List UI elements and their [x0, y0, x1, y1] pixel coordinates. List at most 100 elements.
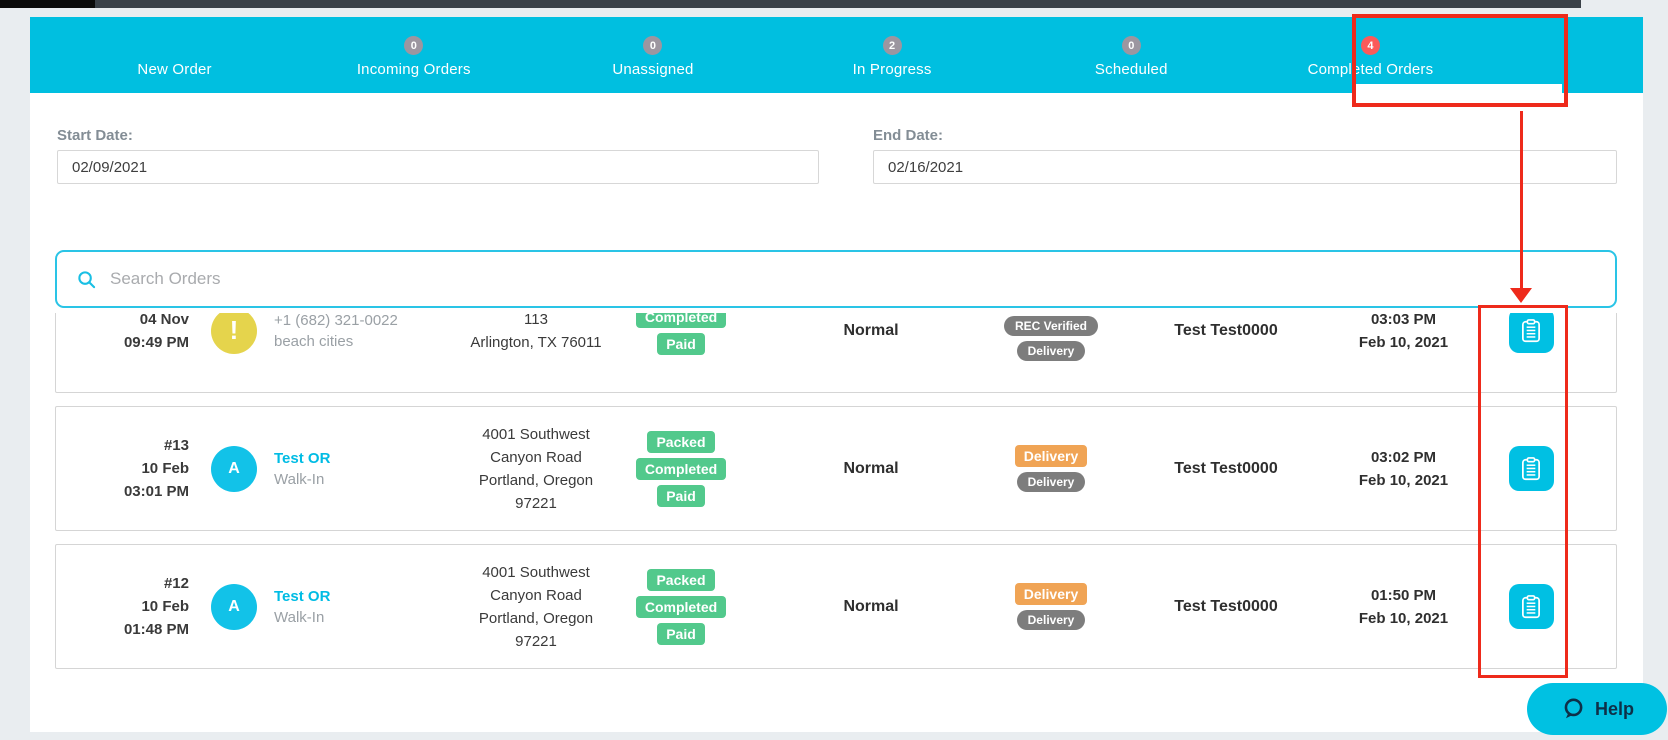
status-badge: Completed [635, 457, 727, 480]
customer-name[interactable]: Test OR [274, 587, 331, 605]
address-line: Portland, Oregon [478, 609, 594, 627]
order-tabs-bar: New Order 0 Incoming Orders 0 Unassigned… [30, 17, 1643, 93]
completed-date: Feb 10, 2021 [1358, 333, 1449, 351]
completed-orders-list: 04 Nov 09:49 PM ! +1 (682) 321-0022 beac… [55, 313, 1617, 669]
order-time: 03:01 PM [123, 483, 189, 500]
customer-subtitle: beach cities [274, 332, 354, 350]
start-date-input[interactable] [57, 150, 819, 184]
tab-badge: 4 [1360, 36, 1380, 55]
tab-completed-orders[interactable]: 4 Completed Orders [1251, 17, 1490, 93]
alert-avatar: ! [211, 313, 257, 354]
priority-cell: Normal [843, 459, 899, 477]
status-cell: Completed Paid [606, 313, 756, 392]
order-details-button[interactable] [1508, 584, 1554, 629]
clipboard-icon [1522, 318, 1540, 342]
order-details-button[interactable] [1508, 446, 1554, 491]
tags-cell: Delivery Delivery [976, 407, 1126, 530]
tab-badge: 2 [882, 36, 902, 55]
tab-label: Scheduled [1094, 61, 1168, 78]
help-button[interactable]: Help [1527, 683, 1667, 735]
customer-avatar: A [211, 445, 257, 492]
address-line: 4001 Southwest [482, 563, 590, 581]
action-cell [1486, 407, 1576, 530]
order-row: #13 10 Feb 03:01 PM A Test OR Walk-In 40… [55, 406, 1617, 531]
clipboard-icon [1522, 456, 1540, 480]
driver-cell: Test Test0000 [1174, 597, 1278, 615]
status-badge: Completed [635, 595, 727, 618]
status-badge: Packed [647, 568, 715, 591]
tag-pill: Delivery [1016, 472, 1086, 492]
address-cell: 4001 Southwest Canyon Road Portland, Ore… [436, 545, 636, 668]
active-tab-underline [1354, 84, 1562, 93]
order-row: 04 Nov 09:49 PM ! +1 (682) 321-0022 beac… [55, 313, 1617, 393]
status-badge: Packed [647, 430, 715, 453]
annotation-rect-action-column [1478, 305, 1568, 678]
tag-pill: Delivery [1016, 610, 1086, 630]
address-line: Portland, Oregon [478, 471, 594, 489]
tabs-container: New Order 0 Incoming Orders 0 Unassigned… [55, 17, 1490, 93]
tab-new-order[interactable]: New Order [55, 17, 294, 93]
address-line: Canyon Road [490, 448, 582, 466]
status-badge: Completed [635, 313, 727, 328]
delivery-badge: Delivery [1014, 583, 1088, 605]
address-line: Canyon Road [490, 586, 582, 604]
tab-badge: 0 [404, 36, 424, 55]
tab-in-progress[interactable]: 2 In Progress [773, 17, 1012, 93]
order-date-cell: 04 Nov 09:49 PM [64, 313, 189, 392]
address-cell: 4001 Southwest Canyon Road Portland, Ore… [436, 407, 636, 530]
action-cell [1486, 313, 1576, 392]
customer-name[interactable]: Test OR [274, 449, 331, 467]
address-line: 97221 [515, 632, 557, 650]
tags-cell: Delivery Delivery [976, 545, 1126, 668]
delivery-badge: Delivery [1014, 445, 1088, 467]
customer-cell: Test OR Walk-In [274, 407, 429, 530]
search-input[interactable] [110, 269, 1615, 289]
priority-cell: Normal [843, 321, 899, 339]
annotation-arrow-line [1520, 111, 1523, 289]
avatar-glyph: ! [229, 315, 239, 345]
start-date-label: Start Date: [57, 127, 133, 144]
order-id-date-cell: #13 10 Feb 03:01 PM [64, 407, 189, 530]
customer-name[interactable]: +1 (682) 321-0022 [274, 313, 398, 329]
address-line: 113 [524, 313, 548, 328]
address-cell: 113 Arlington, TX 76011 [436, 313, 636, 392]
tab-badge: 0 [643, 36, 663, 55]
tab-scheduled[interactable]: 0 Scheduled [1012, 17, 1251, 93]
completed-time-cell: 01:50 PM Feb 10, 2021 [1326, 545, 1481, 668]
tab-label: Incoming Orders [356, 61, 471, 78]
completed-date: Feb 10, 2021 [1358, 471, 1449, 489]
top-strip-dark [95, 0, 1581, 8]
completed-date: Feb 10, 2021 [1358, 609, 1449, 627]
clipboard-icon [1522, 594, 1540, 618]
tab-incoming-orders[interactable]: 0 Incoming Orders [294, 17, 533, 93]
completed-time-cell: 03:03 PM Feb 10, 2021 [1326, 313, 1481, 392]
status-cell: Packed Completed Paid [606, 407, 756, 530]
avatar-glyph: A [228, 459, 240, 477]
tag-pill: REC Verified [1003, 315, 1099, 336]
address-line: Arlington, TX 76011 [470, 333, 602, 351]
address-line: 97221 [515, 494, 557, 512]
tab-unassigned[interactable]: 0 Unassigned [533, 17, 772, 93]
order-date: 10 Feb [141, 598, 189, 615]
end-date-input[interactable] [873, 150, 1617, 184]
action-cell [1486, 545, 1576, 668]
tab-label: New Order [137, 61, 212, 78]
customer-cell: +1 (682) 321-0022 beach cities [274, 313, 429, 392]
status-badge: Paid [657, 622, 705, 645]
help-label: Help [1594, 698, 1634, 719]
tab-label: In Progress [852, 61, 932, 78]
tab-badge: 0 [1121, 36, 1141, 55]
completed-time: 01:50 PM [1370, 586, 1437, 604]
annotation-rect-completed-tab [1352, 14, 1568, 107]
completed-time: 03:02 PM [1370, 448, 1437, 466]
priority-cell: Normal [843, 597, 899, 615]
order-details-button[interactable] [1508, 313, 1554, 353]
status-cell: Packed Completed Paid [606, 545, 756, 668]
driver-cell: Test Test0000 [1174, 459, 1278, 477]
status-badge: Paid [657, 333, 705, 355]
order-number: #12 [163, 575, 189, 592]
avatar-glyph: A [228, 597, 240, 615]
tab-label: Unassigned [612, 61, 694, 78]
top-strip-black [0, 0, 95, 8]
tag-pill: Delivery [1016, 340, 1086, 361]
